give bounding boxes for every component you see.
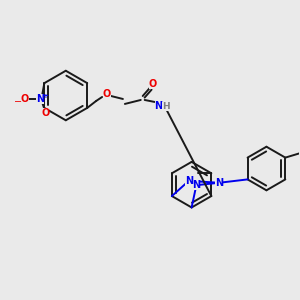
Text: +: + (42, 93, 48, 99)
Text: O: O (41, 108, 50, 118)
Text: O: O (148, 79, 157, 89)
Text: O: O (103, 89, 111, 99)
Text: N: N (215, 178, 223, 188)
Text: N: N (185, 176, 193, 186)
Text: O: O (20, 94, 28, 104)
Text: −: − (14, 97, 22, 107)
Text: N: N (192, 180, 200, 190)
Text: H: H (162, 102, 169, 111)
Text: N: N (154, 101, 163, 111)
Text: N: N (36, 94, 44, 104)
